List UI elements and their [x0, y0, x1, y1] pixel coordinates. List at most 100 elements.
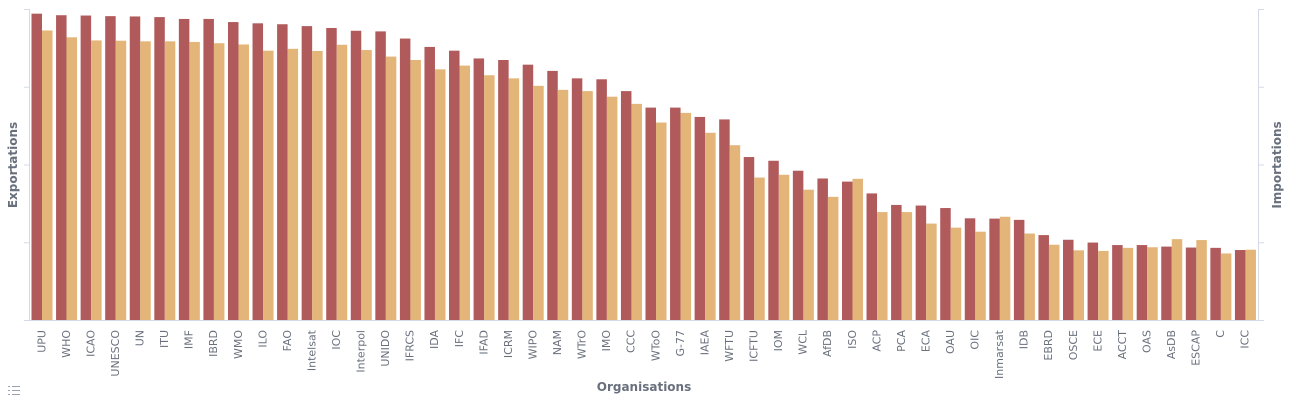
bar-exportations-osce[interactable] — [1063, 239, 1074, 320]
bar-importations-ida[interactable] — [434, 69, 446, 320]
bar-exportations-ebrd[interactable] — [1038, 235, 1049, 320]
bar-exportations-nam[interactable] — [547, 70, 558, 320]
bar-exportations-escap[interactable] — [1185, 247, 1197, 320]
bar-importations-imo[interactable] — [606, 96, 618, 320]
bar-importations-wipo[interactable] — [533, 85, 544, 320]
bar-exportations-c[interactable] — [1210, 247, 1221, 320]
bar-exportations-iso[interactable] — [841, 181, 853, 320]
bar-exportations-ifad[interactable] — [473, 58, 485, 320]
bar-exportations-ifrcs[interactable] — [399, 38, 411, 321]
bar-importations-icc[interactable] — [1245, 249, 1256, 320]
bar-exportations-wtoo[interactable] — [645, 107, 657, 320]
bar-exportations-acct[interactable] — [1112, 245, 1123, 320]
bar-exportations-interpol[interactable] — [350, 30, 362, 321]
bar-importations-icao[interactable] — [91, 40, 102, 320]
bar-importations-acct[interactable] — [1122, 247, 1134, 320]
bar-exportations-ioc[interactable] — [326, 27, 337, 320]
bar-importations-ebrd[interactable] — [1048, 244, 1060, 320]
bar-exportations-ccc[interactable] — [620, 91, 632, 320]
bar-importations-oas[interactable] — [1147, 247, 1158, 320]
bar-importations-wcl[interactable] — [803, 189, 814, 320]
bar-importations-escap[interactable] — [1196, 240, 1207, 320]
bar-importations-inmarsat[interactable] — [999, 216, 1011, 320]
bar-importations-ifrcs[interactable] — [410, 60, 421, 320]
bar-importations-ilo[interactable] — [263, 50, 274, 321]
bar-exportations-unesco[interactable] — [105, 16, 116, 321]
bar-importations-wtro[interactable] — [582, 91, 593, 320]
bar-exportations-wmo[interactable] — [227, 22, 239, 321]
bar-importations-interpol[interactable] — [361, 50, 372, 321]
bar-importations-wtoo[interactable] — [656, 122, 667, 320]
bar-importations-unesco[interactable] — [115, 40, 127, 320]
bar-importations-iom[interactable] — [778, 174, 790, 320]
bar-importations-ccc[interactable] — [631, 103, 642, 320]
bar-importations-icrm[interactable] — [508, 78, 520, 320]
bar-exportations-wcl[interactable] — [792, 170, 804, 320]
bar-exportations-asdb[interactable] — [1161, 246, 1172, 320]
bar-exportations-fao[interactable] — [277, 24, 288, 321]
bar-exportations-oas[interactable] — [1136, 245, 1148, 320]
bar-importations-who[interactable] — [66, 37, 78, 321]
bar-importations-g-77[interactable] — [680, 112, 692, 321]
bar-importations-wmo[interactable] — [238, 44, 249, 320]
bar-exportations-ifc[interactable] — [449, 50, 460, 321]
bar-exportations-ida[interactable] — [424, 46, 435, 320]
bar-importations-iaea[interactable] — [705, 132, 716, 320]
bar-exportations-imo[interactable] — [596, 79, 607, 320]
bar-importations-wftu[interactable] — [729, 145, 741, 320]
bar-exportations-imf[interactable] — [178, 18, 190, 320]
bar-exportations-pca[interactable] — [891, 204, 902, 320]
bar-exportations-eca[interactable] — [915, 205, 927, 320]
bar-importations-unido[interactable] — [385, 56, 397, 320]
bar-importations-afdb[interactable] — [827, 196, 839, 320]
bar-importations-imf[interactable] — [189, 41, 200, 320]
bar-importations-icftu[interactable] — [754, 177, 765, 320]
bar-exportations-acp[interactable] — [866, 193, 878, 320]
bar-exportations-afdb[interactable] — [817, 178, 828, 321]
bar-exportations-ilo[interactable] — [252, 23, 264, 321]
bar-importations-intelsat[interactable] — [312, 50, 323, 321]
bar-exportations-un[interactable] — [129, 16, 141, 321]
bar-importations-asdb[interactable] — [1171, 239, 1183, 320]
bar-exportations-wipo[interactable] — [522, 64, 534, 320]
bar-importations-ifad[interactable] — [484, 75, 495, 321]
bar-exportations-icrm[interactable] — [498, 60, 509, 320]
bar-importations-ece[interactable] — [1098, 250, 1109, 320]
bar-importations-iso[interactable] — [852, 178, 863, 320]
bar-importations-ifc[interactable] — [459, 65, 471, 320]
bar-importations-ioc[interactable] — [336, 44, 348, 320]
bar-importations-osce[interactable] — [1073, 250, 1085, 320]
bar-importations-itu[interactable] — [164, 41, 176, 321]
bar-exportations-wftu[interactable] — [719, 119, 730, 320]
bar-exportations-ibrd[interactable] — [203, 18, 214, 320]
bar-importations-eca[interactable] — [926, 223, 937, 320]
bar-importations-idb[interactable] — [1024, 233, 1035, 320]
bar-exportations-idb[interactable] — [1013, 219, 1025, 320]
bar-exportations-icftu[interactable] — [743, 157, 755, 320]
bar-importations-c[interactable] — [1220, 253, 1232, 320]
bar-exportations-itu[interactable] — [154, 17, 165, 321]
bar-exportations-iom[interactable] — [768, 160, 779, 320]
bar-importations-acp[interactable] — [877, 212, 888, 320]
bar-exportations-icao[interactable] — [80, 15, 92, 321]
bar-importations-upu[interactable] — [42, 30, 53, 321]
bar-exportations-wtro[interactable] — [571, 78, 583, 320]
bar-exportations-oau[interactable] — [940, 208, 951, 320]
bar-importations-ibrd[interactable] — [213, 43, 225, 321]
bar-exportations-upu[interactable] — [31, 13, 43, 320]
bar-exportations-icc[interactable] — [1234, 250, 1246, 320]
bar-exportations-ece[interactable] — [1087, 242, 1099, 320]
bar-importations-un[interactable] — [140, 41, 151, 321]
legend-toggle-icon[interactable] — [8, 384, 24, 398]
bar-exportations-oic[interactable] — [964, 218, 976, 320]
bar-importations-fao[interactable] — [287, 48, 299, 321]
bar-exportations-who[interactable] — [56, 15, 67, 320]
bar-exportations-unido[interactable] — [375, 31, 386, 320]
bar-importations-pca[interactable] — [901, 212, 913, 320]
bar-importations-nam[interactable] — [557, 89, 569, 320]
bar-exportations-intelsat[interactable] — [301, 26, 313, 321]
bar-importations-oau[interactable] — [950, 227, 962, 320]
bar-exportations-inmarsat[interactable] — [989, 218, 1000, 320]
bar-exportations-iaea[interactable] — [694, 116, 706, 320]
bar-exportations-g-77[interactable] — [670, 107, 681, 320]
